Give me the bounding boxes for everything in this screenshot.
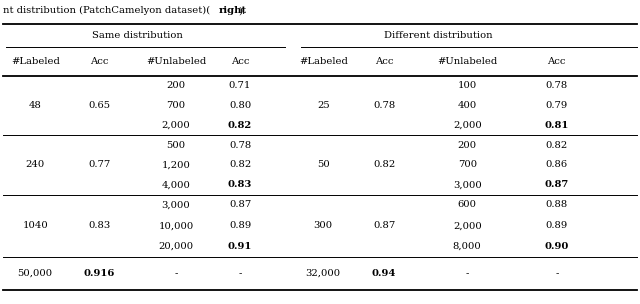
Text: 0.90: 0.90 bbox=[545, 242, 569, 251]
Text: 200: 200 bbox=[166, 81, 186, 90]
Text: 100: 100 bbox=[458, 81, 477, 90]
Text: 48: 48 bbox=[29, 101, 42, 110]
Text: 0.71: 0.71 bbox=[229, 81, 251, 90]
Text: 0.79: 0.79 bbox=[546, 101, 568, 110]
Text: 0.78: 0.78 bbox=[229, 141, 251, 150]
Text: 3,000: 3,000 bbox=[162, 200, 190, 209]
Text: 0.94: 0.94 bbox=[372, 269, 396, 278]
Text: Acc: Acc bbox=[548, 57, 566, 66]
Text: 0.87: 0.87 bbox=[229, 200, 251, 209]
Text: 2,000: 2,000 bbox=[453, 121, 481, 130]
Text: -: - bbox=[555, 269, 559, 278]
Text: 0.82: 0.82 bbox=[228, 121, 252, 130]
Text: #Unlabeled: #Unlabeled bbox=[437, 57, 497, 66]
Text: 0.91: 0.91 bbox=[228, 242, 252, 251]
Text: 400: 400 bbox=[458, 101, 477, 110]
Text: right: right bbox=[219, 6, 247, 15]
Text: 0.82: 0.82 bbox=[373, 161, 395, 169]
Text: 50,000: 50,000 bbox=[18, 269, 52, 278]
Text: 700: 700 bbox=[458, 161, 477, 169]
Text: 32,000: 32,000 bbox=[306, 269, 340, 278]
Text: Same distribution: Same distribution bbox=[92, 31, 183, 40]
Text: -: - bbox=[465, 269, 469, 278]
Text: 0.89: 0.89 bbox=[229, 221, 251, 230]
Text: 4,000: 4,000 bbox=[161, 180, 191, 189]
Text: 0.83: 0.83 bbox=[228, 180, 252, 189]
Text: Acc: Acc bbox=[375, 57, 393, 66]
Text: 0.80: 0.80 bbox=[229, 101, 251, 110]
Text: 0.82: 0.82 bbox=[546, 141, 568, 150]
Text: 0.83: 0.83 bbox=[88, 221, 110, 230]
Text: 2,000: 2,000 bbox=[162, 121, 190, 130]
Text: 240: 240 bbox=[26, 161, 45, 169]
Text: 1,200: 1,200 bbox=[161, 161, 191, 169]
Text: 600: 600 bbox=[458, 200, 477, 209]
Text: #Labeled: #Labeled bbox=[299, 57, 348, 66]
Text: 0.78: 0.78 bbox=[373, 101, 395, 110]
Text: 500: 500 bbox=[166, 141, 186, 150]
Text: 0.77: 0.77 bbox=[88, 161, 110, 169]
Text: #Unlabeled: #Unlabeled bbox=[146, 57, 206, 66]
Text: 8,000: 8,000 bbox=[453, 242, 481, 251]
Text: 0.86: 0.86 bbox=[546, 161, 568, 169]
Text: nt distribution (PatchCamelyon dataset)(: nt distribution (PatchCamelyon dataset)( bbox=[3, 6, 211, 15]
Text: 10,000: 10,000 bbox=[158, 221, 194, 230]
Text: 0.87: 0.87 bbox=[373, 221, 395, 230]
Text: 700: 700 bbox=[166, 101, 186, 110]
Text: 0.78: 0.78 bbox=[546, 81, 568, 90]
Text: -: - bbox=[174, 269, 178, 278]
Text: 0.916: 0.916 bbox=[83, 269, 115, 278]
Text: -: - bbox=[238, 269, 242, 278]
Text: 0.82: 0.82 bbox=[229, 161, 251, 169]
Text: 200: 200 bbox=[458, 141, 477, 150]
Text: ).: ). bbox=[238, 6, 245, 15]
Text: 1040: 1040 bbox=[22, 221, 48, 230]
Text: 20,000: 20,000 bbox=[159, 242, 193, 251]
Text: 300: 300 bbox=[314, 221, 333, 230]
Text: 25: 25 bbox=[317, 101, 330, 110]
Text: 0.65: 0.65 bbox=[88, 101, 110, 110]
Text: Different distribution: Different distribution bbox=[384, 31, 493, 40]
Text: 3,000: 3,000 bbox=[453, 180, 481, 189]
Text: 0.89: 0.89 bbox=[546, 221, 568, 230]
Text: 0.81: 0.81 bbox=[545, 121, 569, 130]
Text: Acc: Acc bbox=[231, 57, 249, 66]
Text: 0.87: 0.87 bbox=[545, 180, 569, 189]
Text: Acc: Acc bbox=[90, 57, 108, 66]
Text: 2,000: 2,000 bbox=[453, 221, 481, 230]
Text: 50: 50 bbox=[317, 161, 330, 169]
Text: 0.88: 0.88 bbox=[546, 200, 568, 209]
Text: #Labeled: #Labeled bbox=[11, 57, 60, 66]
